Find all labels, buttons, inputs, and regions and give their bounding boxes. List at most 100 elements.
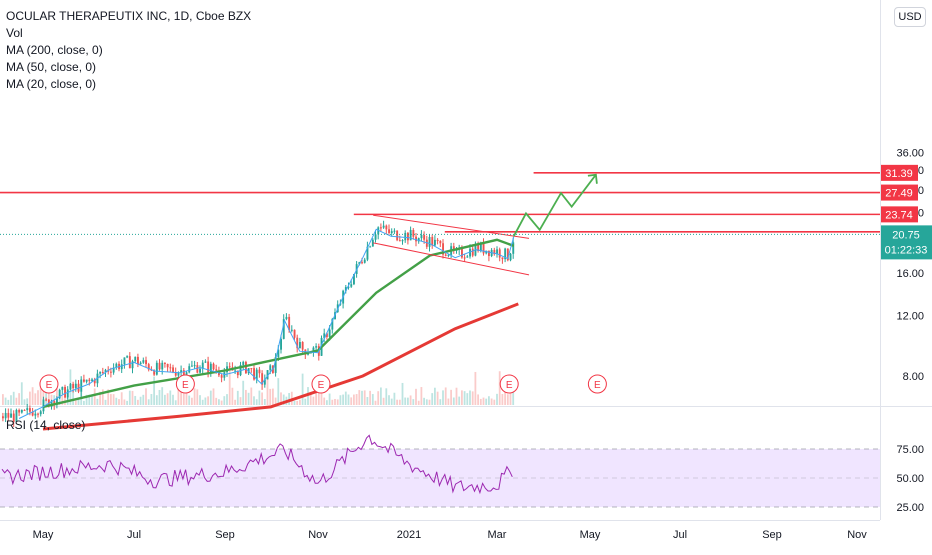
volume-bar [7, 399, 10, 405]
rsi-axis-tick: 75.00 [896, 444, 924, 456]
candle-body [512, 242, 515, 254]
candle-body [145, 360, 147, 365]
candle-body [431, 237, 434, 246]
volume-bar [485, 398, 488, 405]
candle-body [428, 237, 431, 247]
earnings-marker[interactable] [311, 374, 331, 394]
volume-bar [91, 394, 93, 405]
candle-body [131, 361, 134, 369]
channel-lower-line[interactable] [373, 242, 530, 276]
candle-body [371, 239, 374, 247]
volume-bar [482, 397, 485, 405]
candle-body [344, 287, 347, 291]
earnings-marker[interactable] [587, 374, 607, 394]
candle-body [161, 362, 164, 370]
volume-bar [139, 396, 142, 405]
time-axis-tick: Sep [762, 529, 782, 541]
candle-body [288, 316, 291, 331]
currency-button[interactable]: USD [894, 7, 926, 27]
candle-body [382, 225, 385, 228]
volume-bar [458, 396, 461, 405]
volume-bar [83, 400, 85, 405]
candle-body [401, 240, 404, 242]
volume-bar [15, 397, 18, 405]
earnings-marker-label: E [506, 380, 513, 391]
time-axis-tick: Jul [127, 529, 141, 541]
candle-body [88, 379, 91, 381]
candle-body [110, 371, 112, 373]
volume-bar [328, 393, 331, 405]
volume-bar [31, 387, 34, 405]
candle-body [380, 227, 382, 229]
volume-bar [455, 387, 458, 405]
candle-body [166, 363, 169, 368]
volume-bar [47, 391, 50, 405]
price-axis-tick: 16.00 [896, 268, 924, 280]
volume-bar [417, 400, 420, 405]
volume-bar [191, 397, 193, 405]
volume-bar [380, 387, 382, 405]
candle-body [64, 386, 66, 398]
candle-body [255, 369, 258, 380]
candle-body [80, 379, 83, 392]
volume-bar [477, 394, 479, 405]
volume-bar [142, 394, 145, 405]
candle-body [353, 273, 355, 285]
projection-path[interactable] [513, 174, 597, 237]
candle-body [37, 413, 39, 415]
volume-bar [37, 390, 39, 405]
volume-bar [288, 393, 290, 405]
candle-body [29, 408, 31, 412]
volume-bar [255, 399, 258, 405]
volume-bar [118, 399, 120, 405]
legend-ma200: MA (200, close, 0) [6, 43, 103, 57]
candle-body [466, 256, 469, 258]
candle-body [128, 356, 131, 369]
candle-body [361, 262, 363, 264]
candle-body [463, 257, 466, 259]
candle-body [420, 235, 423, 239]
candle-body [250, 368, 253, 370]
candle-body [20, 409, 23, 413]
candle-body [39, 411, 42, 415]
candle-body [471, 248, 474, 256]
candle-body [2, 416, 4, 419]
candle-body [139, 362, 142, 365]
volume-bar [299, 399, 301, 405]
earnings-marker[interactable] [499, 374, 519, 394]
volume-bar [107, 389, 110, 405]
candle-body [293, 329, 296, 338]
earnings-marker[interactable] [175, 374, 195, 394]
earnings-marker[interactable] [39, 374, 59, 394]
candle-body [496, 249, 498, 255]
volume-bar [304, 398, 307, 405]
volume-bar [101, 389, 104, 405]
candle-body [493, 249, 496, 255]
volume-bar [207, 396, 209, 405]
volume-bar [347, 394, 350, 405]
volume-bar [334, 398, 336, 405]
volume-bar [137, 399, 139, 405]
volume-bar [164, 394, 166, 405]
candle-body [120, 364, 123, 370]
candle-body [436, 239, 439, 242]
volume-bar [58, 394, 61, 405]
volume-bar [93, 388, 96, 405]
candle-body [196, 365, 199, 373]
channel-upper-line[interactable] [373, 214, 530, 239]
volume-bar [147, 399, 150, 405]
candle-body [447, 254, 450, 256]
volume-bar [388, 395, 390, 405]
candle-body [245, 361, 247, 374]
candle-body [366, 246, 369, 260]
candle-body [155, 362, 158, 375]
volume-bar [506, 394, 509, 405]
volume-bar [461, 390, 463, 405]
candle-body [282, 319, 285, 339]
volume-bar [309, 393, 312, 405]
volume-bar [253, 396, 255, 405]
candle-body [407, 232, 409, 241]
candle-body [328, 329, 331, 337]
price-axis-tick: 8.00 [903, 371, 924, 383]
